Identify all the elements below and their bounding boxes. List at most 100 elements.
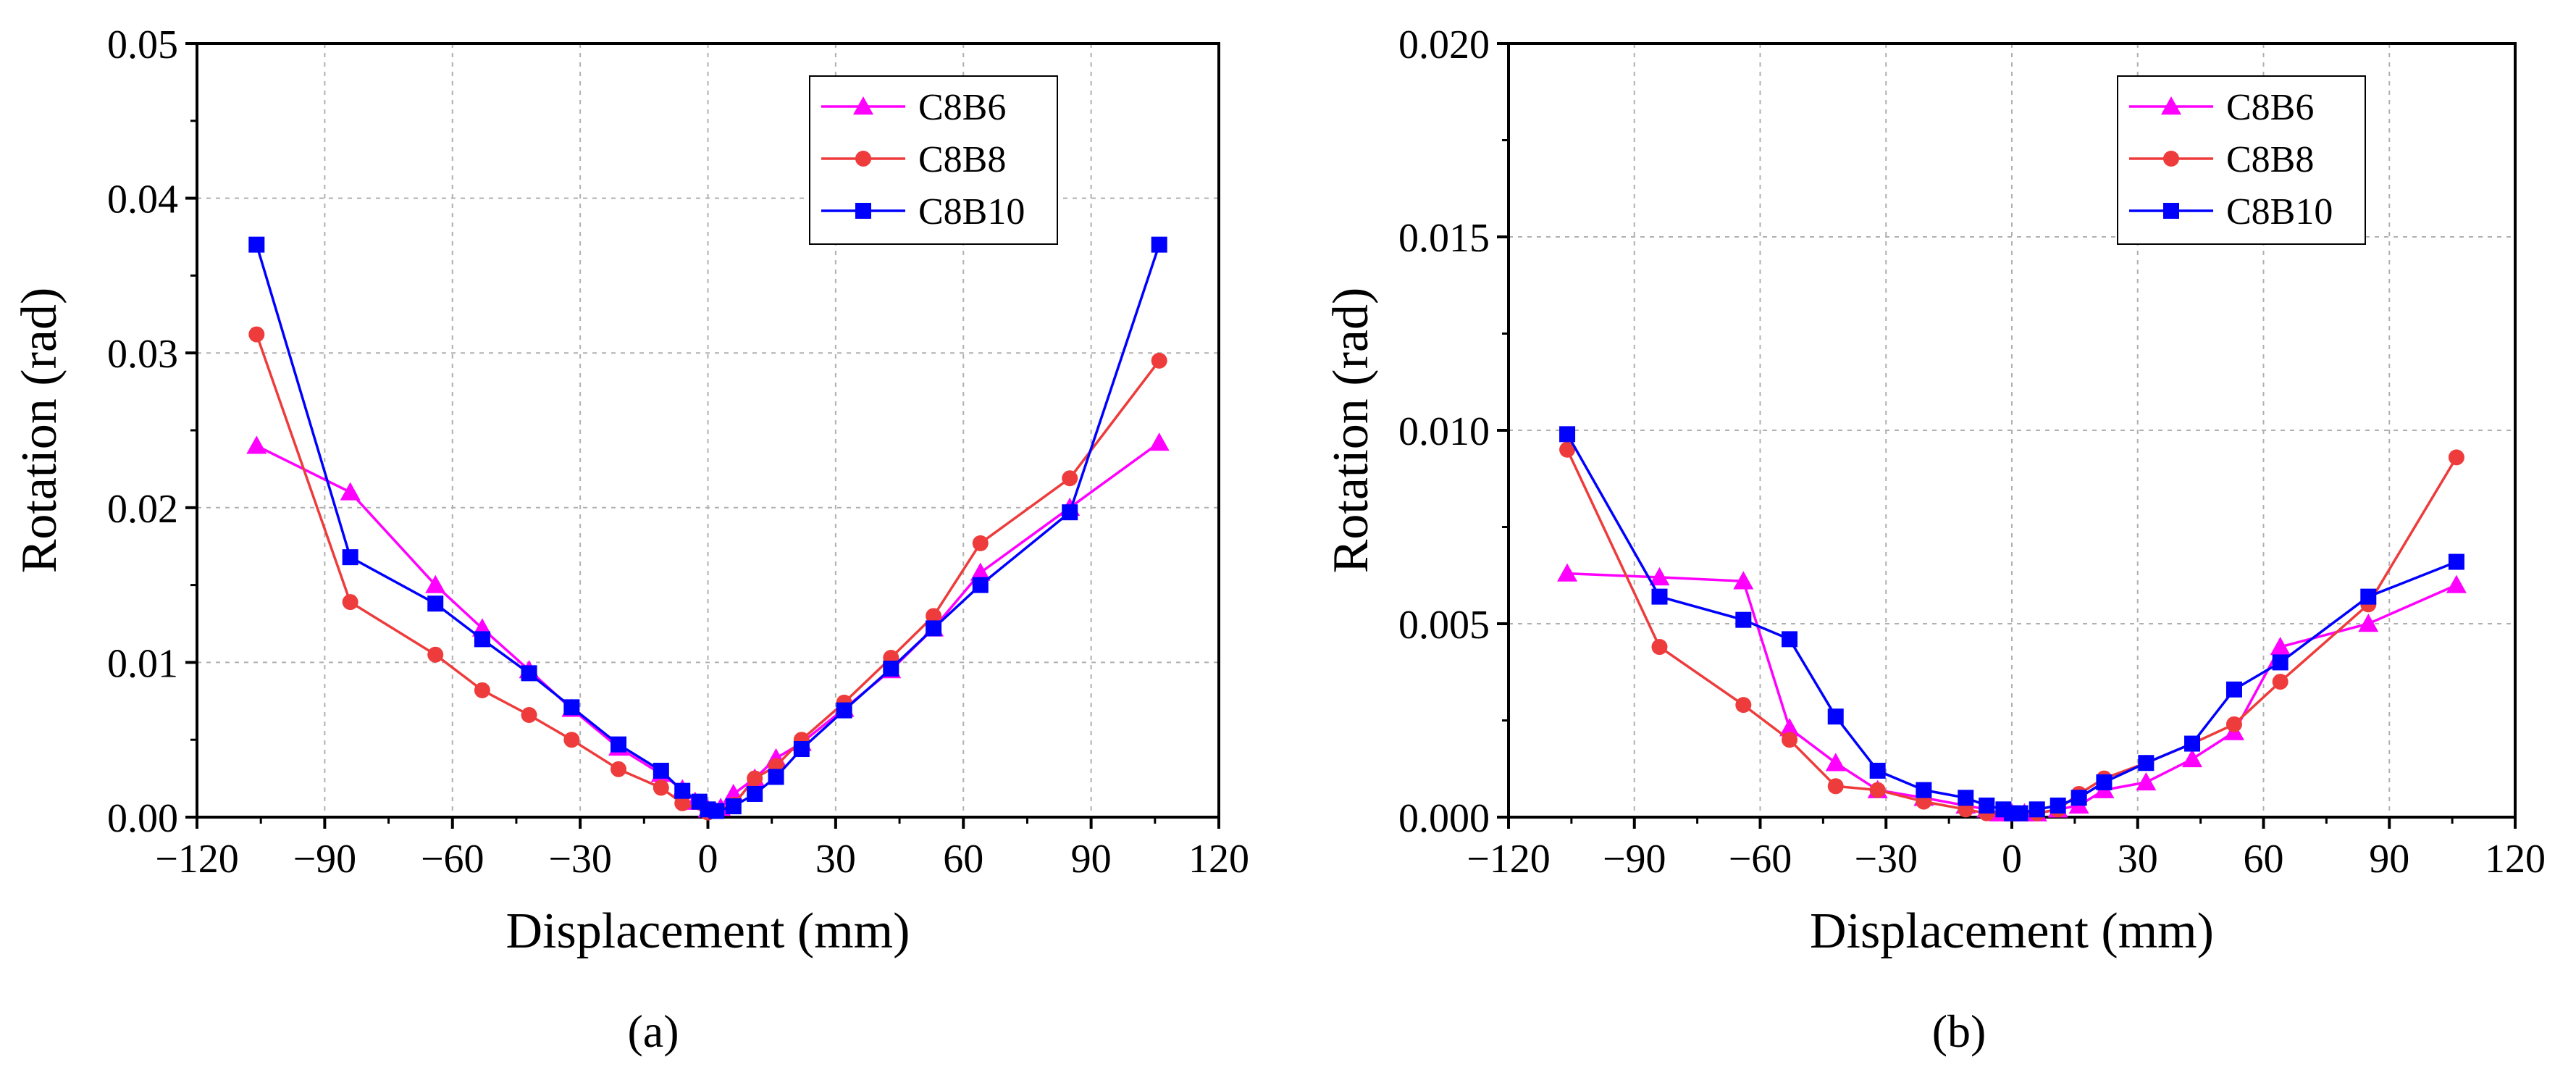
y-axis-title: Rotation (rad) (1323, 288, 1379, 574)
data-point (2163, 151, 2179, 167)
legend-label: C8B6 (2226, 87, 2314, 128)
data-point (474, 631, 490, 648)
x-tick-label: −30 (548, 837, 612, 882)
legend-label: C8B10 (918, 191, 1025, 233)
y-tick-label: 0.05 (107, 22, 178, 67)
panel-label: (a) (627, 1005, 679, 1057)
legend-label: C8B8 (2226, 139, 2314, 180)
data-point (611, 761, 627, 777)
x-tick-label: 120 (2485, 837, 2546, 882)
legend-label: C8B6 (918, 87, 1006, 128)
y-tick-label: 0.000 (1398, 796, 1490, 841)
data-point (1559, 426, 1576, 443)
data-point (1869, 762, 1886, 779)
data-point (1827, 778, 1844, 795)
data-point (1916, 782, 1932, 798)
x-tick-label: 30 (2118, 837, 2158, 882)
data-point (1825, 753, 1846, 772)
data-point (342, 549, 358, 566)
panel-label: (b) (1932, 1005, 1986, 1057)
data-point (1151, 236, 1167, 253)
data-point (340, 482, 361, 501)
x-tick-label: −60 (1729, 837, 1792, 882)
series-c8b10 (1559, 426, 2464, 821)
x-axis-title: Displacement (mm) (506, 903, 910, 959)
data-point (926, 608, 942, 624)
data-point (1062, 504, 1078, 521)
data-point (747, 785, 763, 802)
data-point (2360, 588, 2377, 605)
data-point (1782, 732, 1798, 748)
data-point (653, 779, 669, 796)
x-tick-label: 120 (1188, 837, 1249, 882)
data-point (2163, 203, 2179, 219)
data-point (2358, 614, 2379, 632)
chart-panel-b: −120 −90 −60 −30 0 30 60 90 120 0.000 0.005 0.010 0.… (1323, 22, 2546, 1057)
y-tick-label: 0.020 (1398, 22, 1490, 67)
data-point (747, 770, 763, 787)
data-point (474, 682, 490, 698)
data-point (2184, 735, 2201, 752)
x-tick-label: 90 (1071, 837, 1112, 882)
data-point (768, 769, 784, 785)
data-point (1559, 441, 1576, 458)
data-point (2096, 774, 2113, 790)
data-point (2136, 772, 2157, 791)
x-tick-label: 90 (2369, 837, 2409, 882)
data-point (926, 620, 942, 637)
data-point (521, 707, 537, 724)
y-tick-label: 0.02 (107, 487, 178, 532)
x-tick-label: 0 (698, 837, 718, 882)
data-point (2161, 96, 2181, 115)
data-point (853, 96, 873, 115)
legend-label: C8B10 (2226, 191, 2333, 233)
data-point (1782, 631, 1798, 648)
data-point (1149, 432, 1170, 451)
data-point (1649, 566, 1670, 586)
data-point (2182, 748, 2203, 768)
data-point (674, 795, 691, 811)
data-point (2225, 681, 2242, 698)
data-point (425, 574, 446, 593)
x-tick-label: 30 (815, 837, 856, 882)
x-tick-label: −60 (421, 837, 484, 882)
data-point (1735, 697, 1752, 714)
data-point (563, 732, 580, 748)
data-point (1735, 611, 1752, 628)
data-point (563, 699, 580, 716)
series-c8b10 (248, 236, 1167, 819)
data-point (2012, 805, 2029, 821)
data-point (725, 798, 742, 815)
legend: C8B6 C8B8 C8B10 (2117, 75, 2366, 245)
data-point (1151, 352, 1167, 369)
data-point (2272, 674, 2288, 690)
data-point (836, 702, 852, 719)
data-point (972, 577, 989, 593)
data-point (2448, 449, 2464, 466)
data-point (246, 435, 267, 454)
legend: C8B6 C8B8 C8B10 (809, 75, 1058, 245)
data-point (611, 736, 627, 753)
data-point (2138, 755, 2155, 772)
data-point (883, 660, 899, 677)
data-point (708, 803, 725, 819)
data-point (521, 665, 537, 682)
y-tick-label: 0.015 (1398, 216, 1490, 261)
data-point (1557, 563, 1578, 582)
data-point (427, 595, 444, 612)
y-tick-label: 0.03 (107, 332, 178, 377)
y-tick-label: 0.04 (107, 177, 178, 222)
y-tick-label: 0.010 (1398, 409, 1490, 454)
x-tick-label: −30 (1854, 837, 1918, 882)
data-point (2270, 637, 2291, 656)
legend-label: C8B8 (918, 139, 1006, 180)
chart-panel-a: −120 −90 −60 −30 0 30 60 90 120 0.00 0.01 0.02 0.03 0… (12, 22, 1249, 1057)
data-point (248, 326, 265, 343)
data-point (427, 646, 444, 663)
legend-frame (809, 75, 1058, 245)
data-point (1827, 708, 1844, 725)
data-point (2050, 797, 2066, 814)
data-point (1651, 639, 1668, 656)
legend-frame (2117, 75, 2366, 245)
